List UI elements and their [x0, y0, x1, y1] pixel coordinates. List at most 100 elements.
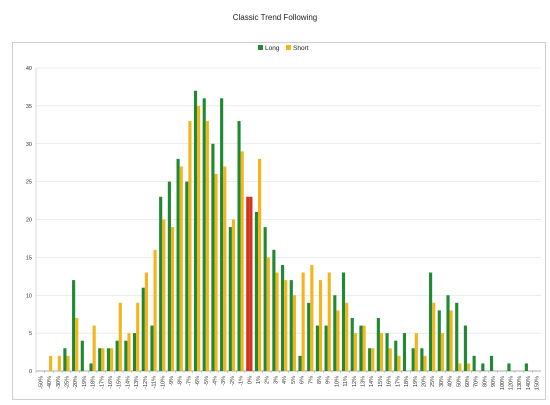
x-tick-label: 13%	[361, 376, 367, 387]
bar-long	[376, 317, 380, 371]
x-tick-label: 25%	[430, 376, 436, 387]
bar-long	[307, 302, 311, 371]
bar-long	[272, 249, 276, 371]
y-tick-label: 25	[26, 180, 32, 186]
bar-long	[281, 264, 285, 371]
x-tick-label: 12%	[352, 376, 358, 387]
x-tick-label: -3%	[221, 376, 227, 386]
bar-short	[275, 272, 279, 371]
bar-long	[420, 348, 424, 371]
bar-short	[301, 272, 305, 371]
y-tick-label: 15	[26, 255, 32, 261]
x-tick-label: 14%	[369, 376, 375, 387]
bar-short	[284, 280, 288, 371]
x-tick-label: 20%	[421, 376, 427, 387]
bar-short	[458, 363, 462, 371]
x-tick-label: -2%	[230, 376, 236, 386]
bar-long	[341, 272, 346, 371]
legend-label-short: Short	[293, 45, 309, 52]
x-tick-label: 50%	[456, 376, 462, 387]
bar-short	[336, 310, 340, 371]
x-tick-label: 100%	[500, 376, 506, 390]
bar-long	[315, 325, 319, 371]
x-tick-label: 80%	[482, 376, 488, 387]
bar-long	[263, 227, 267, 371]
y-tick-label: 5	[29, 331, 32, 337]
x-tick-label: -9%	[169, 376, 175, 386]
y-tick-label: 20	[26, 218, 32, 224]
bar-long	[394, 340, 398, 371]
x-tick-label: 60%	[465, 376, 471, 387]
bar-long	[193, 90, 198, 371]
bar-long	[237, 121, 241, 372]
y-tick-label: 35	[26, 104, 32, 110]
legend-swatch-short	[286, 45, 291, 50]
bar-short	[57, 355, 61, 371]
bar-short	[110, 348, 114, 371]
x-tick-label: 7%	[308, 376, 314, 384]
bar-long	[141, 287, 145, 371]
bar-short	[449, 310, 453, 371]
x-tick-label: 30%	[439, 376, 445, 387]
x-tick-label: -20%	[73, 376, 79, 389]
x-tick-label: -4%	[212, 376, 218, 386]
bar-long	[89, 363, 93, 371]
bar-long	[350, 317, 354, 371]
bar-long	[106, 348, 111, 371]
bar-long	[246, 196, 250, 371]
x-tick-label: 17%	[395, 376, 401, 387]
bar-short	[127, 333, 131, 371]
bar-short	[362, 325, 366, 371]
bar-long	[333, 295, 337, 371]
bar-short	[101, 348, 105, 371]
bar-short	[153, 249, 157, 371]
bar-short	[327, 272, 331, 371]
bar-short	[318, 280, 323, 371]
bar-long	[98, 348, 102, 371]
bar-long	[429, 272, 433, 371]
bar-short	[118, 302, 122, 371]
bar-short	[162, 219, 166, 371]
x-tick-label: -11%	[152, 376, 158, 389]
bar-short	[66, 355, 70, 371]
bar-long	[472, 355, 476, 371]
bar-short	[466, 363, 471, 371]
x-tick-label: -14%	[125, 376, 131, 389]
x-tick-label: 9%	[326, 376, 332, 384]
bar-short	[136, 302, 140, 371]
bar-short	[188, 121, 192, 372]
bar-long	[115, 340, 119, 371]
bar-short	[170, 227, 175, 371]
bar-short	[310, 264, 314, 371]
bar-long	[507, 363, 511, 371]
bar-short	[92, 325, 96, 371]
bar-long	[254, 211, 259, 371]
bar-short	[223, 166, 227, 371]
legend-swatch-long	[258, 45, 263, 50]
x-tick-label: 130%	[517, 376, 523, 390]
bar-long	[211, 143, 215, 371]
bar-long	[385, 333, 389, 371]
x-tick-label: -8%	[178, 376, 184, 386]
x-tick-label: 70%	[474, 376, 480, 387]
bar-long	[455, 302, 459, 371]
bar-long	[132, 333, 137, 371]
bar-short	[345, 302, 349, 371]
x-tick-label: 15%	[378, 376, 384, 387]
bar-short	[432, 302, 436, 371]
x-tick-label: 1%	[256, 376, 262, 384]
bar-long	[411, 348, 415, 371]
x-tick-label: 16%	[387, 376, 393, 387]
bar-long	[289, 280, 293, 371]
bar-short	[214, 174, 218, 371]
chart-frame	[12, 42, 546, 400]
bar-short	[231, 219, 236, 371]
bar-long	[220, 98, 224, 372]
bar-long	[185, 181, 189, 371]
x-tick-label: -50%	[38, 376, 44, 389]
x-tick-label: 3%	[273, 376, 279, 384]
bar-short	[353, 333, 357, 371]
bar-short	[414, 333, 418, 371]
bar-short	[258, 158, 262, 371]
